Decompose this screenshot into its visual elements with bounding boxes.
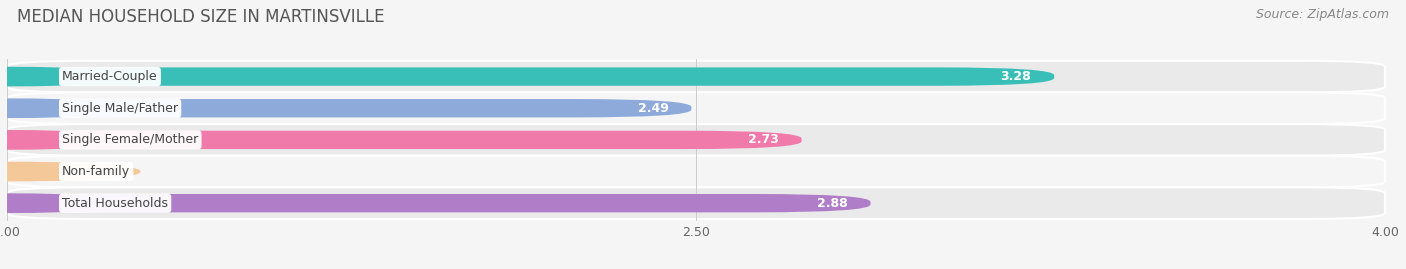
FancyBboxPatch shape (7, 124, 1385, 156)
FancyBboxPatch shape (7, 131, 801, 149)
Text: Non-family: Non-family (62, 165, 131, 178)
Text: 1.09: 1.09 (72, 165, 98, 178)
Text: Source: ZipAtlas.com: Source: ZipAtlas.com (1256, 8, 1389, 21)
Circle shape (0, 131, 139, 149)
Circle shape (0, 68, 139, 86)
FancyBboxPatch shape (0, 162, 122, 181)
Circle shape (0, 162, 139, 181)
Text: Total Households: Total Households (62, 197, 169, 210)
Text: 3.28: 3.28 (1001, 70, 1031, 83)
Text: 2.49: 2.49 (637, 102, 668, 115)
Text: 2.73: 2.73 (748, 133, 779, 146)
Text: MEDIAN HOUSEHOLD SIZE IN MARTINSVILLE: MEDIAN HOUSEHOLD SIZE IN MARTINSVILLE (17, 8, 384, 26)
Text: 2.88: 2.88 (817, 197, 848, 210)
Text: Married-Couple: Married-Couple (62, 70, 157, 83)
FancyBboxPatch shape (7, 68, 1054, 86)
Circle shape (0, 194, 139, 212)
Text: Single Male/Father: Single Male/Father (62, 102, 179, 115)
FancyBboxPatch shape (7, 61, 1385, 93)
FancyBboxPatch shape (7, 99, 692, 117)
FancyBboxPatch shape (7, 187, 1385, 219)
FancyBboxPatch shape (7, 156, 1385, 187)
Circle shape (0, 99, 139, 117)
FancyBboxPatch shape (7, 93, 1385, 124)
Text: Single Female/Mother: Single Female/Mother (62, 133, 198, 146)
FancyBboxPatch shape (7, 194, 870, 212)
